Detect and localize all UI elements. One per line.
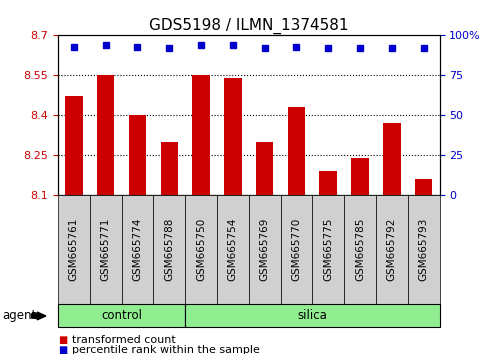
Text: GSM665750: GSM665750 xyxy=(196,218,206,281)
Text: GSM665774: GSM665774 xyxy=(132,218,142,281)
Bar xyxy=(128,115,146,195)
Bar xyxy=(383,123,400,195)
Text: GSM665792: GSM665792 xyxy=(387,218,397,281)
Text: GSM665793: GSM665793 xyxy=(419,218,428,281)
Title: GDS5198 / ILMN_1374581: GDS5198 / ILMN_1374581 xyxy=(149,18,349,34)
Text: GSM665771: GSM665771 xyxy=(100,218,111,281)
Bar xyxy=(97,75,114,195)
Bar xyxy=(351,158,369,195)
Text: GSM665754: GSM665754 xyxy=(228,218,238,281)
Bar xyxy=(224,78,242,195)
Text: GSM665770: GSM665770 xyxy=(291,218,301,281)
Text: percentile rank within the sample: percentile rank within the sample xyxy=(72,346,260,354)
Bar xyxy=(256,142,273,195)
Bar xyxy=(288,107,305,195)
Bar xyxy=(415,179,432,195)
Bar xyxy=(160,142,178,195)
Text: control: control xyxy=(101,309,142,322)
Text: ■: ■ xyxy=(58,346,67,354)
Text: GSM665761: GSM665761 xyxy=(69,218,79,281)
Bar xyxy=(65,96,83,195)
Text: GSM665775: GSM665775 xyxy=(323,218,333,281)
Text: GSM665769: GSM665769 xyxy=(260,218,270,281)
Text: transformed count: transformed count xyxy=(72,335,176,345)
Text: ■: ■ xyxy=(58,335,67,345)
Bar xyxy=(192,75,210,195)
Text: agent: agent xyxy=(2,309,37,322)
Text: GSM665788: GSM665788 xyxy=(164,218,174,281)
Bar xyxy=(319,171,337,195)
Text: GSM665785: GSM665785 xyxy=(355,218,365,281)
Text: silica: silica xyxy=(298,309,327,322)
